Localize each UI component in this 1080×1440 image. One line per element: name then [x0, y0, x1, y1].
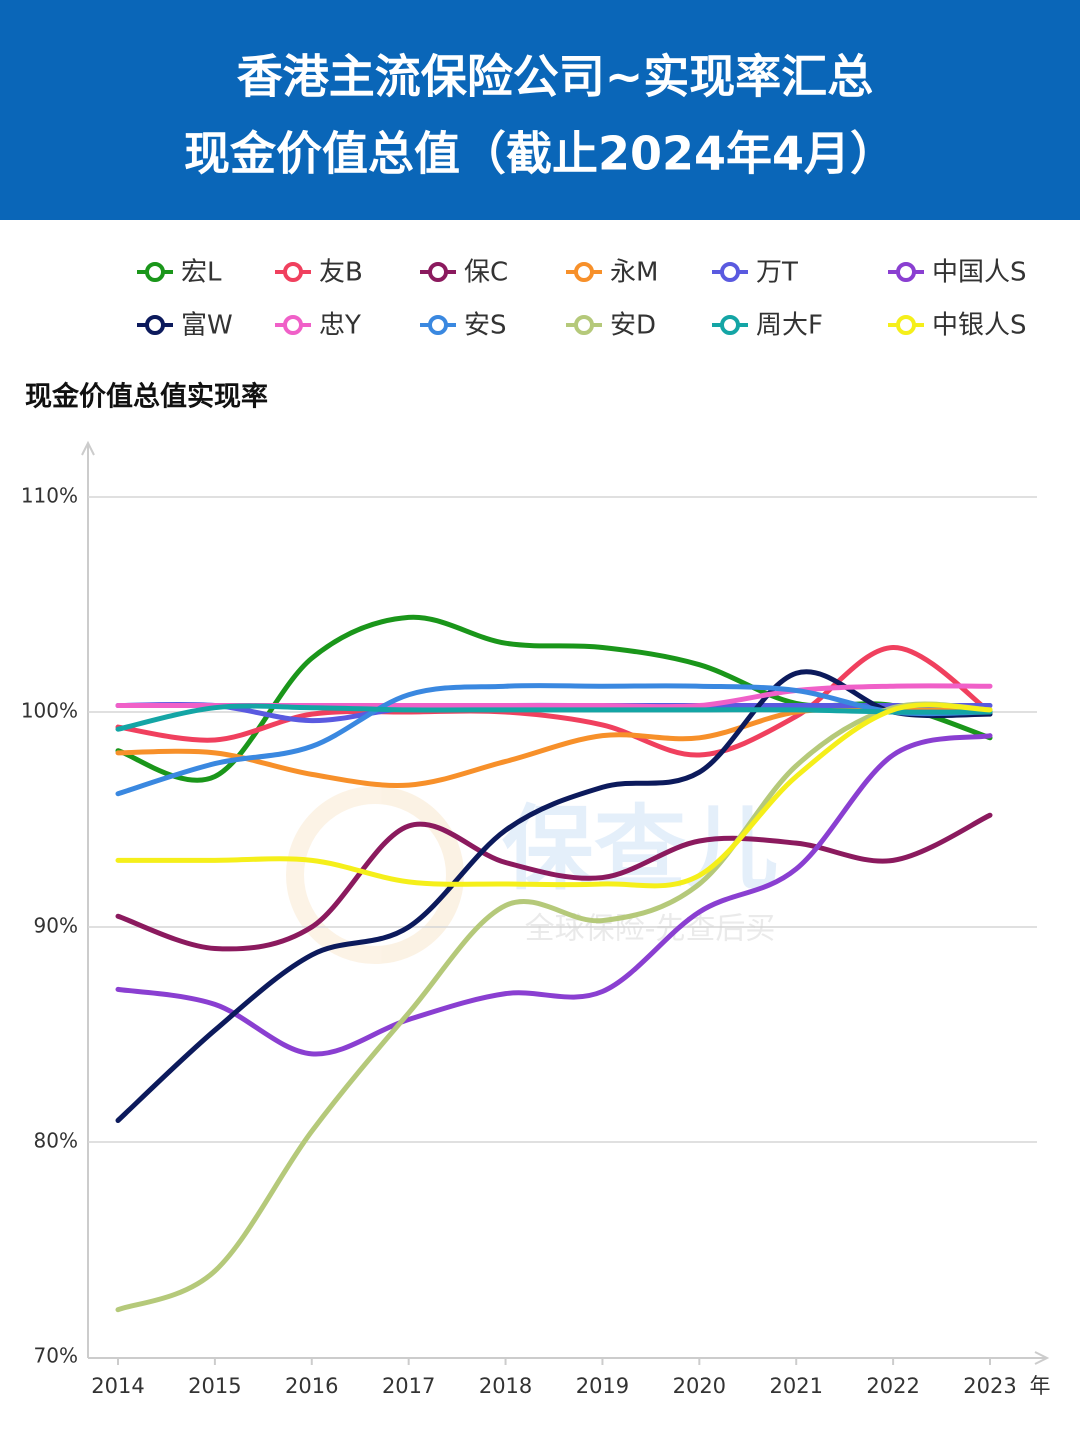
legend-label: 永M: [610, 258, 658, 288]
legend-label: 富W: [181, 311, 233, 341]
legend-item: 安D: [566, 311, 656, 341]
y-tick-label: 80%: [34, 1129, 78, 1153]
watermark-ring: [286, 786, 464, 964]
legend-marker: [896, 315, 916, 335]
legend-item: 友B: [275, 258, 363, 288]
x-tick-label: 2022: [866, 1374, 919, 1398]
x-tick-label: 2016: [285, 1374, 338, 1398]
series-line: [115, 702, 993, 889]
legend-item: 中国人S: [888, 258, 1027, 288]
legend-label: 中银人S: [932, 311, 1027, 341]
legend-marker: [428, 262, 448, 282]
legend-marker: [145, 262, 165, 282]
x-tick-label: 2017: [382, 1374, 435, 1398]
x-tick-label: 2018: [479, 1374, 532, 1398]
x-tick-label: 2019: [576, 1374, 629, 1398]
legend-marker: [574, 262, 594, 282]
legend-label: 保C: [464, 258, 508, 288]
legend-item: 周大F: [712, 311, 823, 341]
legend-marker: [574, 315, 594, 335]
chart-title: 香港主流保险公司~实现率汇总: [237, 50, 874, 104]
y-tick-label: 100%: [21, 699, 78, 723]
legend-marker: [720, 315, 740, 335]
legend-item: 富W: [137, 311, 233, 341]
legend-marker: [896, 262, 916, 282]
legend-label: 宏L: [181, 258, 222, 288]
chart-subtitle: 现金价值总值（截止2024年4月）: [184, 127, 896, 181]
series-line: [115, 701, 993, 1313]
legend-label: 中国人S: [932, 258, 1027, 288]
legend-item: 安S: [420, 311, 507, 341]
x-tick-label: 2015: [188, 1374, 241, 1398]
series-line: [115, 669, 993, 1123]
legend-marker: [720, 262, 740, 282]
x-tick-label: 2014: [91, 1374, 144, 1398]
x-tick-label: 2023: [963, 1374, 1016, 1398]
legend-item: 中银人S: [888, 311, 1027, 341]
x-tick-label: 2021: [769, 1374, 822, 1398]
x-tick-label: 2020: [673, 1374, 726, 1398]
legend-label: 万T: [756, 258, 798, 288]
watermark-slogan: 全球保险-先查后买: [525, 912, 776, 947]
legend-marker: [145, 315, 165, 335]
series-line: [115, 644, 993, 758]
x-axis-arrow: [1034, 1351, 1050, 1365]
legend-label: 安S: [464, 311, 507, 341]
legend-label: 忠Y: [319, 311, 361, 341]
y-tick-label: 110%: [21, 484, 78, 508]
series-line: [115, 703, 993, 732]
legend-marker: [283, 262, 303, 282]
legend-label: 周大F: [756, 311, 823, 341]
legend-item: 宏L: [137, 258, 222, 288]
y-axis-arrow: [81, 440, 95, 456]
legend-marker: [283, 315, 303, 335]
series-line: [115, 812, 993, 952]
legend-item: 忠Y: [275, 311, 361, 341]
y-tick-label: 70%: [34, 1344, 78, 1368]
legend-marker: [428, 315, 448, 335]
x-axis-title: 年: [1030, 1374, 1051, 1398]
series-line: [115, 733, 993, 1057]
legend-item: 万T: [712, 258, 798, 288]
legend-label: 安D: [610, 311, 656, 341]
series-line: [115, 683, 993, 797]
legend-label: 友B: [319, 258, 363, 288]
legend-item: 保C: [420, 258, 508, 288]
y-tick-label: 90%: [34, 914, 78, 938]
header-band: [0, 0, 1080, 220]
legend-item: 永M: [566, 258, 658, 288]
y-axis-title: 现金价值总值实现率: [25, 381, 268, 413]
